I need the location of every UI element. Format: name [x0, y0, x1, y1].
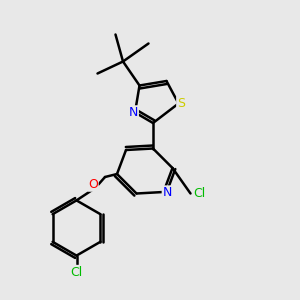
Text: O: O — [88, 178, 98, 191]
Text: S: S — [177, 97, 185, 110]
Text: N: N — [129, 106, 138, 119]
Text: N: N — [162, 186, 172, 199]
Text: Cl: Cl — [70, 266, 83, 279]
Text: Cl: Cl — [194, 187, 206, 200]
